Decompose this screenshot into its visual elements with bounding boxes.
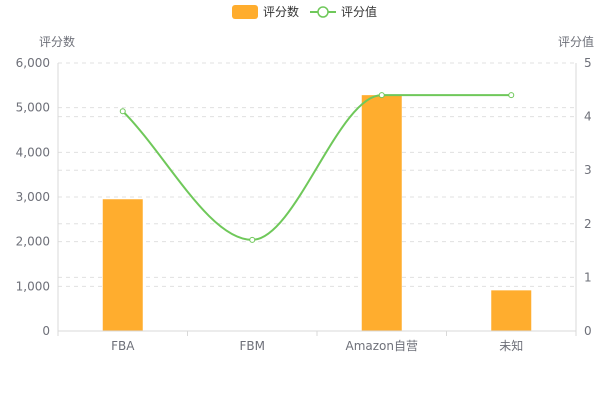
x-tick-label: Amazon自营 xyxy=(346,339,419,353)
y-left-tick-label: 1,000 xyxy=(16,279,50,293)
bar-series xyxy=(102,95,532,331)
gridlines xyxy=(58,62,576,287)
legend: 评分数 评分值 xyxy=(232,4,377,19)
y-right-tick-label: 0 xyxy=(584,324,592,338)
line-series xyxy=(119,92,515,243)
y-right-tick-label: 4 xyxy=(584,110,592,124)
line-point[interactable] xyxy=(378,92,385,99)
y-left-tick-label: 5,000 xyxy=(16,101,50,115)
x-tick-label: 未知 xyxy=(499,339,523,353)
y-left-tick-label: 4,000 xyxy=(16,145,50,159)
y-right-tick-label: 5 xyxy=(584,56,592,70)
y-left-tick-label: 3,000 xyxy=(16,190,50,204)
axes xyxy=(57,63,577,336)
y-left-tick-label: 0 xyxy=(42,324,50,338)
y-right-tick-labels: 0 1 2 3 4 5 xyxy=(584,56,592,338)
legend-line-label: 评分值 xyxy=(341,4,377,19)
y-left-tick-labels: 0 1,000 2,000 3,000 4,000 5,000 6,000 xyxy=(16,56,50,338)
y-left-tick-label: 6,000 xyxy=(16,56,50,70)
x-tick-labels: FBA FBM Amazon自营 未知 xyxy=(111,339,523,353)
line-path xyxy=(122,94,512,241)
y-left-tick-label: 2,000 xyxy=(16,235,50,249)
line-point[interactable] xyxy=(508,92,515,99)
legend-bar-label: 评分数 xyxy=(263,4,299,19)
x-tick-label: FBM xyxy=(240,339,266,353)
y-left-axis-title: 评分数 xyxy=(39,34,75,49)
bar[interactable] xyxy=(491,290,532,331)
legend-bar-swatch xyxy=(232,5,258,19)
bar[interactable] xyxy=(361,95,402,331)
y-right-tick-label: 2 xyxy=(584,217,592,231)
y-right-axis-title: 评分值 xyxy=(558,34,594,49)
y-right-tick-label: 3 xyxy=(584,163,592,177)
line-point[interactable] xyxy=(249,236,256,243)
legend-item-line[interactable]: 评分值 xyxy=(310,4,377,19)
legend-line-marker xyxy=(317,6,329,18)
bar[interactable] xyxy=(102,199,143,331)
x-tick-label: FBA xyxy=(111,339,135,353)
legend-item-bar[interactable]: 评分数 xyxy=(232,4,299,19)
y-right-tick-label: 1 xyxy=(584,270,592,284)
line-point[interactable] xyxy=(119,108,126,115)
